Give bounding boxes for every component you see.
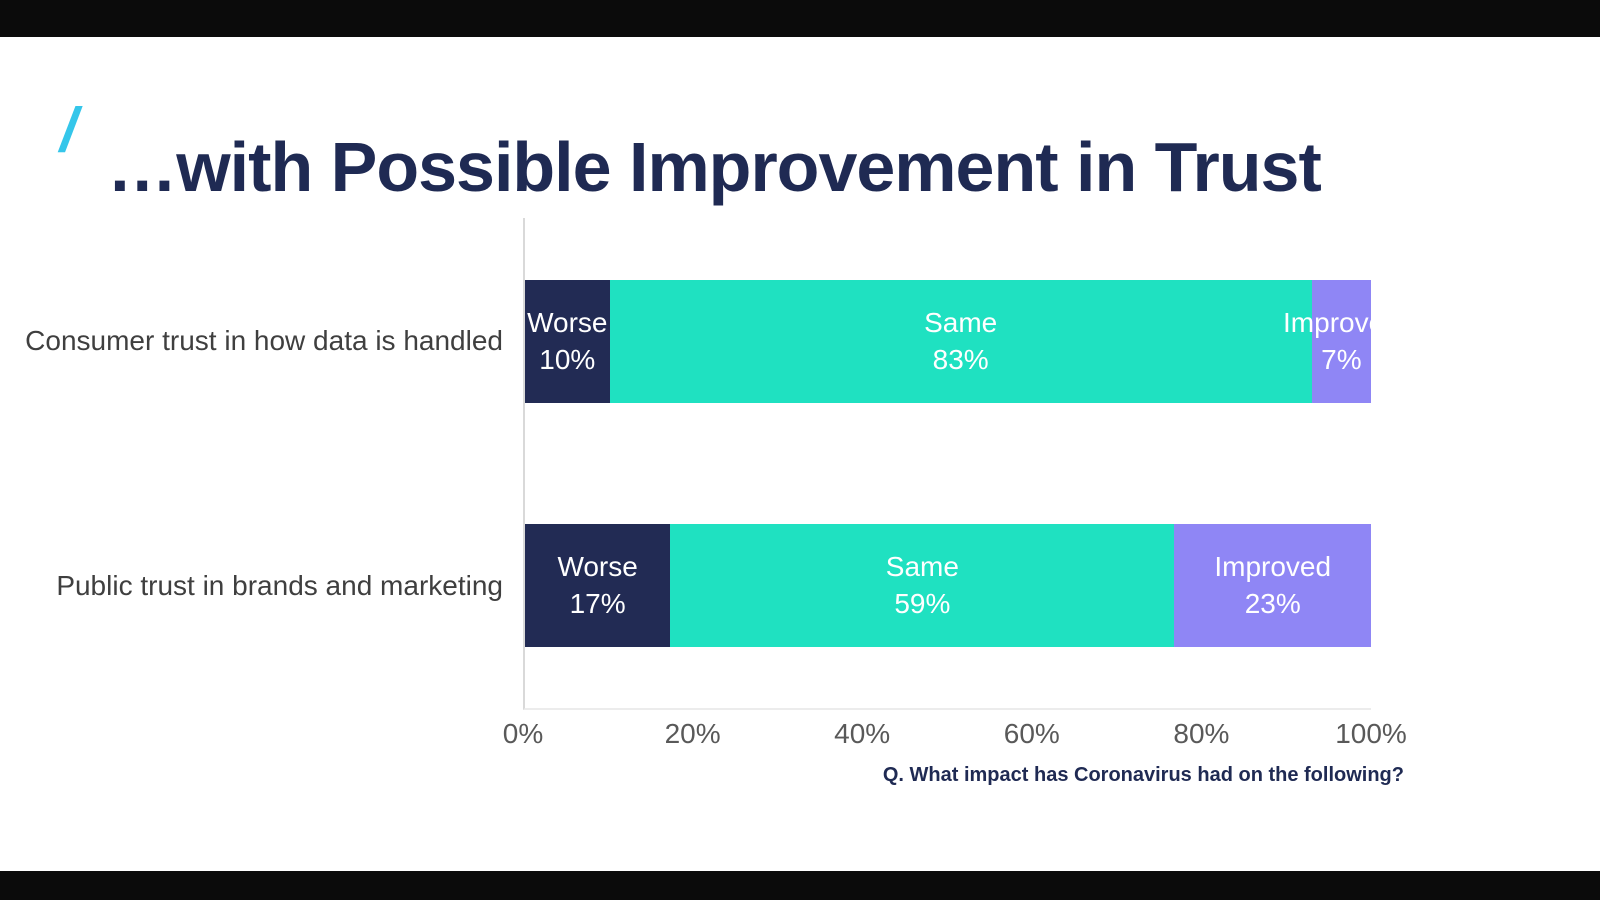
bottom-black-band bbox=[0, 871, 1600, 900]
bar-segment-same: Same 83% bbox=[609, 280, 1312, 403]
page-title: …with Possible Improvement in Trust bbox=[107, 127, 1322, 206]
segment-series-label: Same bbox=[924, 307, 998, 339]
x-axis-tick-label: 40% bbox=[834, 718, 891, 749]
top-black-band bbox=[0, 0, 1600, 37]
x-axis-tick-label: 100% bbox=[1335, 718, 1407, 749]
x-axis-tick-label: 20% bbox=[664, 718, 721, 749]
bar-segment-worse: Worse 10% bbox=[525, 280, 610, 403]
category-label: Consumer trust in how data is handled bbox=[25, 325, 503, 356]
segment-value-label: 7% bbox=[1321, 343, 1362, 375]
segment-value-label: 59% bbox=[894, 587, 951, 619]
chart-footnote: Q. What impact has Coronavirus had on th… bbox=[882, 764, 1404, 786]
segment-series-label: Improved bbox=[1283, 307, 1400, 339]
bar-row: Worse 17% Same 59% Improved 23% bbox=[525, 524, 1371, 647]
segment-series-label: Worse bbox=[557, 551, 638, 583]
bar-segment-worse: Worse 17% bbox=[525, 524, 671, 647]
logo-slash-icon: / bbox=[60, 96, 78, 165]
segment-series-label: Same bbox=[885, 551, 959, 583]
x-axis-ticks: 0% 20% 40% 60% 80% 100% bbox=[503, 718, 1407, 758]
bar-segment-same: Same 59% bbox=[670, 524, 1175, 647]
bar-segment-improved: Improved 7% bbox=[1283, 280, 1400, 403]
category-label: Public trust in brands and marketing bbox=[56, 570, 503, 601]
plot-area: Worse 10% Same 83% Improved 7% Worse 17% Same 59%… bbox=[523, 218, 1400, 710]
bar-row: Worse 10% Same 83% Improved 7% bbox=[525, 280, 1400, 403]
segment-series-label: Worse bbox=[527, 307, 608, 339]
segment-series-label: Improved bbox=[1214, 551, 1332, 583]
segment-value-label: 17% bbox=[569, 587, 626, 619]
bar-segment-improved: Improved 23% bbox=[1174, 524, 1371, 647]
segment-value-label: 83% bbox=[932, 343, 989, 375]
x-axis-tick-label: 0% bbox=[502, 718, 544, 749]
x-axis-tick-label: 60% bbox=[1003, 718, 1060, 749]
segment-value-label: 10% bbox=[539, 343, 596, 375]
segment-value-label: 23% bbox=[1244, 587, 1301, 619]
x-axis-tick-label: 80% bbox=[1173, 718, 1230, 749]
title-row: / …with Possible Improvement in Trust bbox=[60, 84, 1322, 251]
